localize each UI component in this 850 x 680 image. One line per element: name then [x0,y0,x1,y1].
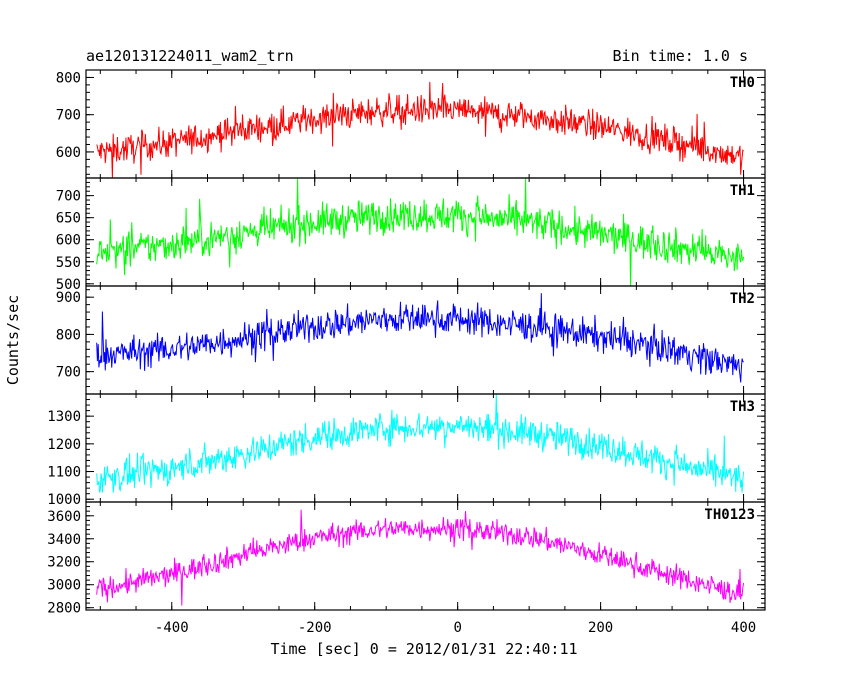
panel-name: TH2 [730,291,755,307]
bin-time-label: Bin time: 1.0 s [613,47,748,65]
x-axis: -400 -200 0 200 400 [155,620,756,636]
x-tick-label: 0 [453,620,461,636]
x-tick-label: 400 [731,620,756,636]
y-tick-label: 2800 [47,601,81,617]
panel-th0123: 2800 3000 3200 3400 3600 TH0123 [47,501,766,617]
panel-name: TH0123 [704,507,755,523]
series-line-th0 [96,81,744,178]
panel-frame [85,393,766,503]
panel-frame [85,177,766,287]
panel-frame [85,501,766,611]
panel-th1: 500 550 600 650 700 TH1 [56,177,766,293]
panel-name: TH3 [730,399,755,415]
y-tick-label: 1000 [47,492,81,508]
panel-th3: 1000 1100 1200 1300 TH3 [47,393,766,508]
y-tick-label: 3200 [47,555,81,571]
panel-name: TH0 [730,75,755,91]
y-tick-label: 3000 [47,578,81,594]
series-line-th3 [96,394,745,493]
y-tick-label: 3600 [47,509,81,525]
y-tick-label: 700 [56,365,81,381]
series-line-th2 [96,293,744,383]
x-tick-label: -400 [155,620,189,636]
y-tick-label: 600 [56,145,81,161]
x-tick-label: -200 [298,620,332,636]
panels: 600 700 800 TH0 500 550 600 650 700 TH1 700 800 900 T… [47,69,766,617]
y-tick-label: 3400 [47,532,81,548]
y-tick-label: 1300 [47,409,81,425]
y-tick-label: 550 [56,255,81,271]
figure-title: ae120131224011_wam2_trn [86,47,294,65]
x-axis-label: Time [sec] 0 = 2012/01/31 22:40:11 [270,640,577,658]
y-tick-label: 650 [56,211,81,227]
y-tick-label: 500 [56,277,81,293]
y-tick-label: 700 [56,189,81,205]
series-line-th1 [96,178,745,286]
y-tick-label: 600 [56,233,81,249]
y-tick-label: 700 [56,108,81,124]
y-tick-label: 1200 [47,437,81,453]
x-tick-label: 200 [588,620,613,636]
y-tick-label: 800 [56,327,81,343]
panel-th2: 700 800 900 TH2 [56,285,766,395]
y-axis-label: Counts/sec [4,295,22,385]
series-line-th0123 [96,509,745,606]
panel-frame [85,69,766,179]
panel-th0: 600 700 800 TH0 [56,69,766,179]
y-tick-label: 1100 [47,465,81,481]
y-tick-label: 800 [56,70,81,86]
panel-name: TH1 [730,183,755,199]
panel-frame [85,285,766,395]
y-tick-label: 900 [56,290,81,306]
